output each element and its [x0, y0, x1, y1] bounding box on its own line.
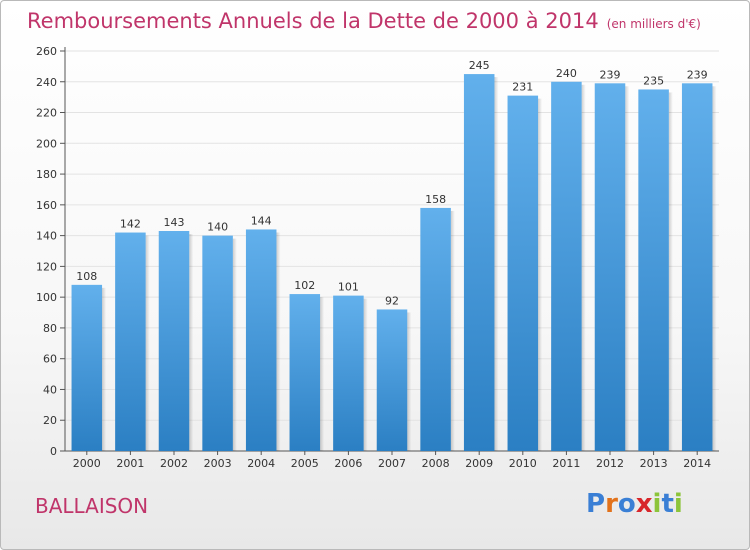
bar-value-label: 239 — [687, 68, 708, 81]
y-tick-label: 180 — [36, 168, 57, 181]
bar-shadow — [581, 84, 586, 452]
logo-letter: t — [661, 489, 674, 519]
y-tick-label: 220 — [36, 107, 57, 120]
bar — [289, 294, 321, 451]
y-tick-label: 80 — [43, 322, 57, 335]
x-tick-label: 2006 — [334, 457, 362, 470]
y-tick-label: 260 — [36, 45, 57, 58]
chart-unit: (en milliers d'€) — [606, 17, 701, 31]
x-tick-label: 2003 — [204, 457, 232, 470]
bar-shadow — [320, 297, 325, 451]
x-tick-label: 2012 — [596, 457, 624, 470]
bar-shadow — [407, 312, 412, 451]
y-tick-label: 140 — [36, 230, 57, 243]
bar-shadow — [102, 287, 107, 451]
x-tick-label: 2002 — [160, 457, 188, 470]
bar-value-label: 158 — [425, 193, 446, 206]
bar-value-label: 108 — [76, 270, 97, 283]
bar-shadow — [538, 98, 543, 451]
x-tick-label: 2013 — [640, 457, 668, 470]
y-tick-label: 240 — [36, 76, 57, 89]
bar — [245, 229, 277, 451]
bar-value-label: 102 — [294, 279, 315, 292]
bar-value-label: 231 — [512, 81, 533, 94]
bar — [551, 81, 582, 452]
bar-shadow — [712, 86, 717, 452]
x-tick-label: 2014 — [683, 457, 711, 470]
bar — [463, 74, 495, 452]
bar-shadow — [363, 298, 368, 451]
proxiti-logo: Proxiti — [586, 489, 683, 519]
bar-shadow — [494, 77, 499, 452]
x-tick-label: 2011 — [552, 457, 580, 470]
x-tick-label: 2001 — [116, 457, 144, 470]
bar-value-label: 92 — [385, 294, 399, 307]
bar-value-label: 235 — [643, 74, 664, 87]
bar-shadow — [668, 92, 673, 451]
x-tick-label: 2005 — [291, 457, 319, 470]
y-tick-label: 120 — [36, 260, 57, 273]
bar — [376, 309, 408, 451]
bar — [202, 235, 233, 451]
y-tick-label: 200 — [36, 137, 57, 150]
bar-shadow — [276, 232, 281, 451]
logo-letter: x — [635, 489, 653, 519]
bar — [420, 207, 451, 451]
y-tick-label: 60 — [43, 353, 57, 366]
x-tick-label: 2009 — [465, 457, 493, 470]
commune-name: BALLAISON — [35, 494, 149, 518]
chart-title-text: Remboursements Annuels de la Dette de 20… — [27, 9, 599, 33]
bar-value-label: 140 — [207, 221, 228, 234]
y-tick-label: 100 — [36, 291, 57, 304]
bar — [594, 83, 626, 452]
x-tick-label: 2000 — [73, 457, 101, 470]
logo-letter: P — [586, 489, 606, 519]
bar — [333, 295, 364, 451]
bar-value-label: 142 — [120, 218, 141, 231]
y-tick-label: 40 — [43, 383, 57, 396]
bar — [71, 284, 103, 451]
bar-value-label: 101 — [338, 281, 359, 294]
bar — [638, 89, 669, 451]
y-tick-label: 160 — [36, 199, 57, 212]
logo-letter: o — [617, 489, 636, 519]
bar-shadow — [625, 86, 630, 452]
bar — [507, 95, 539, 451]
bar-value-label: 245 — [469, 59, 490, 72]
logo-letter: r — [605, 489, 618, 519]
chart-title: Remboursements Annuels de la Dette de 20… — [27, 9, 701, 33]
x-tick-label: 2007 — [378, 457, 406, 470]
bar-value-label: 240 — [556, 67, 577, 80]
x-tick-label: 2008 — [422, 457, 450, 470]
y-tick-label: 0 — [50, 445, 57, 458]
y-tick-label: 20 — [43, 414, 57, 427]
bar-shadow — [189, 234, 194, 451]
bar-shadow — [145, 235, 150, 451]
x-tick-label: 2004 — [247, 457, 275, 470]
bar-value-label: 143 — [164, 216, 185, 229]
logo-letter: i — [652, 489, 662, 519]
bar — [115, 232, 146, 451]
bar — [158, 231, 190, 451]
x-tick-label: 2010 — [509, 457, 537, 470]
logo-letter: i — [673, 489, 683, 519]
bar-value-label: 144 — [251, 214, 272, 227]
bar — [681, 83, 713, 452]
bar-shadow — [450, 210, 455, 451]
bar-value-label: 239 — [600, 68, 621, 81]
bar-shadow — [232, 238, 237, 451]
